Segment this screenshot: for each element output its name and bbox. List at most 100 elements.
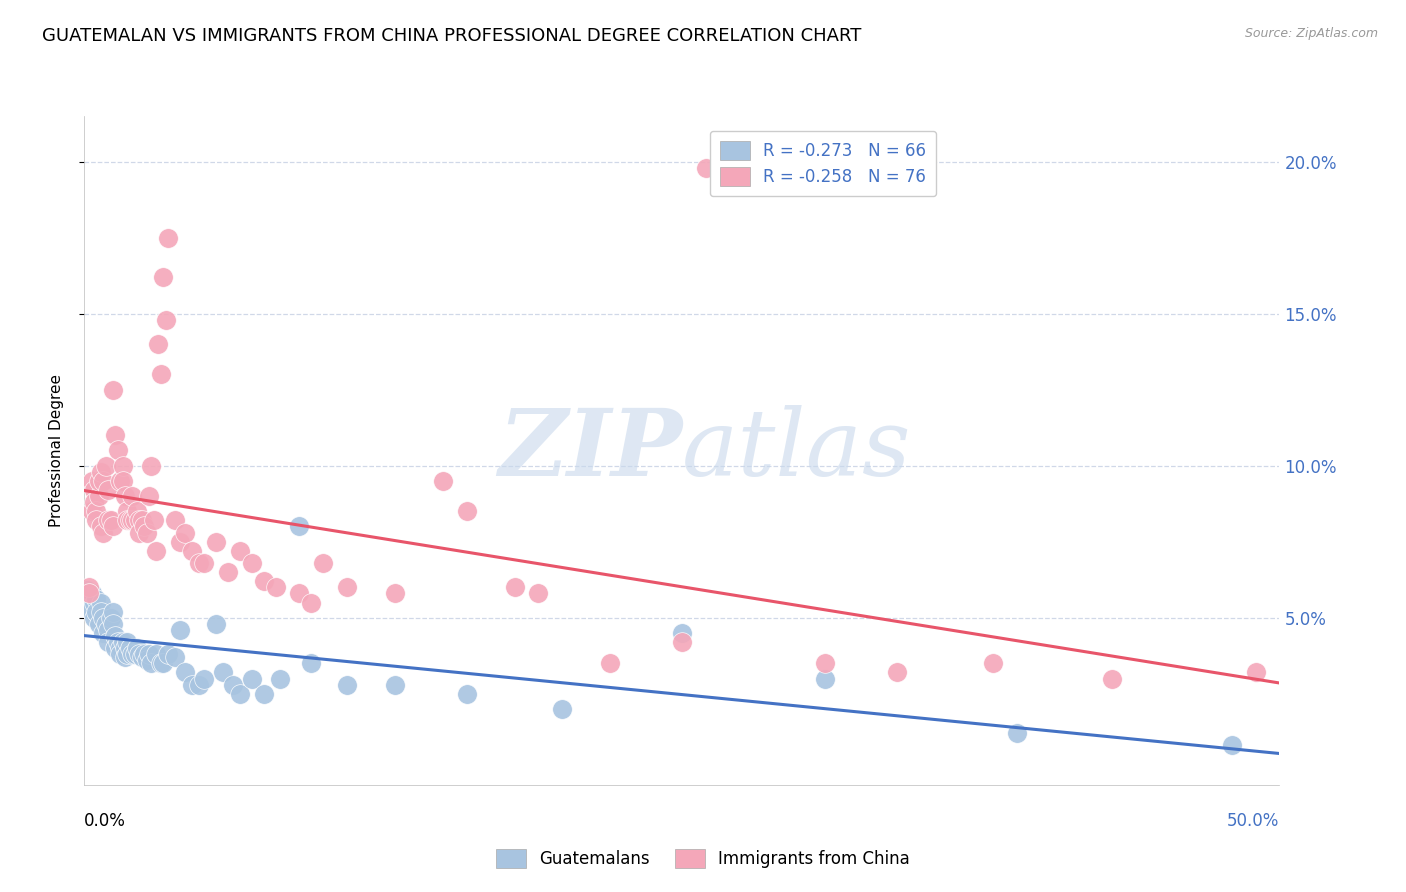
Point (253, 574, 276, 589)
Point (83, 595, 105, 609)
Point (1220, 739, 1243, 753)
Point (264, 580, 287, 594)
Point (117, 635, 139, 649)
Point (135, 653, 157, 667)
Y-axis label: Professional Degree: Professional Degree (49, 374, 63, 527)
Point (165, 513, 187, 527)
Point (217, 565, 239, 579)
Point (205, 616, 228, 631)
Point (240, 556, 263, 570)
Point (77, 586, 100, 600)
Point (107, 443, 129, 458)
Point (86, 592, 108, 607)
Point (336, 678, 359, 692)
Point (90, 465, 112, 479)
Point (240, 672, 263, 686)
Point (169, 534, 191, 549)
Point (86, 504, 108, 518)
Point (128, 525, 150, 540)
Text: atlas: atlas (682, 406, 911, 495)
Point (145, 647, 167, 661)
Point (114, 489, 136, 503)
Point (152, 657, 174, 671)
Point (221, 678, 243, 692)
Point (118, 513, 141, 527)
Point (104, 428, 127, 442)
Legend: Guatemalans, Immigrants from China: Guatemalans, Immigrants from China (489, 842, 917, 875)
Point (97, 513, 120, 527)
Point (141, 657, 163, 671)
Point (93, 610, 115, 624)
Point (288, 586, 311, 600)
Point (456, 504, 478, 518)
Point (90, 595, 112, 609)
Point (114, 650, 136, 665)
Point (121, 489, 143, 503)
Point (80, 586, 103, 600)
Point (77, 580, 100, 594)
Text: 50.0%: 50.0% (1227, 812, 1279, 830)
Point (111, 474, 134, 488)
Point (117, 647, 139, 661)
Point (1101, 672, 1123, 686)
Point (169, 623, 191, 637)
Point (100, 610, 122, 624)
Point (205, 534, 228, 549)
Point (149, 368, 172, 382)
Point (312, 556, 335, 570)
Point (193, 556, 215, 570)
Point (94, 458, 117, 473)
Point (118, 641, 141, 656)
Point (90, 605, 112, 619)
Point (432, 474, 454, 488)
Point (157, 230, 180, 244)
Point (87, 474, 110, 488)
Text: 0.0%: 0.0% (84, 812, 127, 830)
Point (107, 635, 129, 649)
Text: ZIP: ZIP (498, 406, 682, 495)
Point (83, 495, 105, 509)
Point (110, 647, 132, 661)
Point (111, 458, 134, 473)
Point (80, 504, 103, 518)
Point (77, 601, 100, 615)
Point (384, 678, 406, 692)
Point (101, 383, 124, 397)
Point (981, 657, 1004, 671)
Point (87, 489, 110, 503)
Point (128, 647, 150, 661)
Point (152, 270, 174, 285)
Point (125, 504, 148, 518)
Point (100, 513, 122, 527)
Point (188, 556, 211, 570)
Point (193, 672, 215, 686)
Point (132, 519, 156, 533)
Point (1244, 665, 1267, 680)
Point (83, 483, 105, 497)
Point (503, 580, 526, 594)
Point (173, 665, 195, 680)
Point (228, 687, 252, 701)
Point (269, 672, 291, 686)
Point (131, 650, 153, 665)
Point (117, 513, 139, 527)
Point (599, 657, 621, 671)
Point (142, 513, 165, 527)
Point (124, 647, 146, 661)
Point (180, 678, 202, 692)
Point (131, 513, 153, 527)
Point (173, 525, 195, 540)
Point (695, 161, 717, 175)
Point (145, 543, 167, 558)
Point (128, 513, 150, 527)
Point (77, 590, 100, 604)
Point (288, 519, 311, 533)
Point (97, 623, 120, 637)
Point (86, 605, 108, 619)
Point (132, 647, 156, 661)
Point (111, 635, 134, 649)
Point (384, 586, 406, 600)
Point (212, 665, 235, 680)
Point (228, 543, 252, 558)
Point (671, 626, 693, 640)
